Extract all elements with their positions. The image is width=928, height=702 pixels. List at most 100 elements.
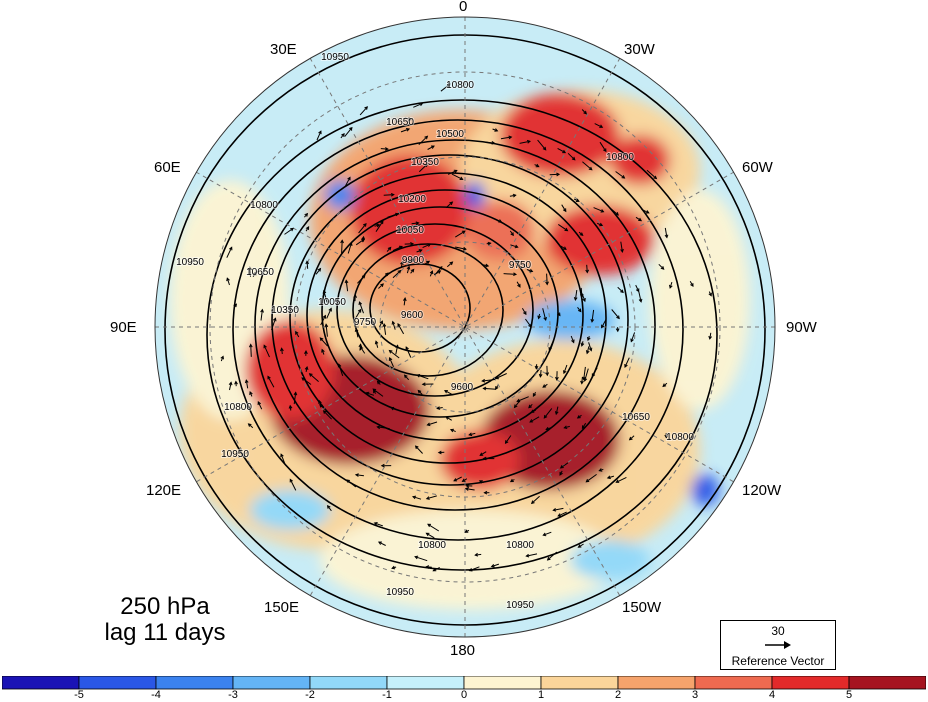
wind-vector-head [322, 410, 327, 414]
wind-vector [319, 337, 328, 347]
wind-vector-head [628, 436, 633, 441]
wind-vector-head [228, 381, 233, 386]
wind-vector [481, 264, 489, 267]
wind-vector [245, 380, 249, 389]
contour-label: 9600 [401, 310, 424, 321]
wind-vector-head [645, 210, 650, 214]
wind-vector-head [621, 175, 626, 179]
wind-vector [539, 369, 542, 377]
contour-label: 10350 [271, 305, 299, 316]
wind-vector [359, 106, 368, 116]
wind-vector-head [410, 241, 415, 246]
wind-vector [392, 321, 396, 330]
wind-vector-head [580, 380, 584, 385]
wind-vector-head [304, 212, 309, 217]
colorbar-tick-label: -1 [382, 689, 392, 701]
map-boundary [154, 16, 776, 638]
reference-arrow-icon [765, 641, 791, 649]
wind-vector-head [461, 230, 466, 235]
wind-vector-head [354, 327, 359, 332]
wind-vector [320, 315, 326, 326]
wind-vector-head [267, 375, 271, 380]
wind-vector-head [288, 404, 293, 409]
wind-vector [377, 426, 390, 430]
wind-vector [524, 318, 532, 328]
wind-vector-head [562, 246, 567, 250]
wind-vector [641, 208, 650, 214]
wind-vector [482, 379, 496, 382]
wind-vector [344, 177, 351, 188]
wind-vector-head [357, 308, 362, 313]
wind-vector [581, 293, 586, 302]
wind-vector [489, 216, 502, 223]
wind-vector-head [580, 342, 585, 347]
wind-vector-head [337, 363, 342, 368]
wind-vector-head [542, 384, 547, 388]
wind-vector-head [403, 374, 408, 379]
wind-vector-head [464, 529, 469, 533]
wind-vector-head [249, 391, 253, 395]
wind-vector-head [585, 269, 590, 274]
wind-vector [557, 511, 567, 517]
contour-label: 10800 [666, 432, 694, 443]
wind-vector-head [353, 293, 358, 298]
wind-vector-head [365, 391, 370, 396]
wind-vector [257, 401, 263, 410]
wind-vector-head [459, 176, 464, 180]
wind-vector-head [571, 156, 576, 161]
wind-vector-head [319, 404, 323, 408]
wind-vector-head [474, 552, 479, 557]
contour-label: 10800 [606, 152, 634, 163]
wind-vector-head [248, 343, 253, 348]
wind-vector [543, 408, 553, 419]
lon-label-150e: 150E [264, 599, 300, 616]
wind-vector [341, 240, 343, 254]
contour-label: 10200 [398, 194, 426, 205]
wind-vector-head [328, 307, 332, 312]
wind-vector [455, 246, 467, 250]
contour-label: 10650 [386, 117, 414, 128]
wind-vector-head [373, 522, 378, 526]
wind-vector [249, 267, 251, 277]
wind-vector-head [494, 128, 499, 132]
wind-vector [413, 102, 423, 108]
wind-vector-head [575, 198, 580, 202]
wind-vector [570, 335, 575, 343]
wind-vector-head [400, 260, 404, 265]
wind-vector-head [341, 132, 345, 137]
wind-vector [609, 207, 619, 216]
wind-vector [229, 382, 232, 391]
contour-label: 10050 [396, 225, 424, 236]
wind-vector [620, 241, 623, 252]
wind-vector [588, 342, 592, 351]
wind-vector-head [662, 383, 667, 388]
wind-vector [557, 147, 566, 154]
wind-vector-head [588, 347, 593, 352]
contour-label: 10950 [221, 449, 249, 460]
wind-vector-head [664, 434, 669, 439]
wind-vector-head [380, 283, 384, 288]
wind-vector-head [253, 271, 257, 276]
wind-vector-head [708, 292, 712, 297]
wind-vector [414, 556, 428, 562]
wind-vector-head [418, 249, 423, 253]
wind-vector [519, 140, 531, 144]
wind-vector [358, 223, 367, 234]
wind-vector-head [257, 401, 262, 406]
wind-vector-head [532, 393, 537, 398]
wind-vector [584, 368, 589, 382]
wind-vector-head [326, 504, 331, 509]
wind-vector [548, 340, 554, 351]
wind-vector-head [373, 389, 377, 394]
wind-vector [580, 287, 583, 298]
wind-vector-head [376, 223, 381, 228]
wind-vector-head [347, 176, 351, 181]
wind-vector-head [552, 508, 557, 512]
wind-vector-head [226, 277, 230, 282]
plot-title: 250 hPa lag 11 days [80, 594, 250, 646]
wind-vector [624, 357, 630, 368]
wind-vector [389, 357, 394, 368]
wind-vector-head [528, 323, 532, 328]
lon-label-120e: 120E [146, 482, 182, 499]
wind-vector [345, 280, 349, 292]
